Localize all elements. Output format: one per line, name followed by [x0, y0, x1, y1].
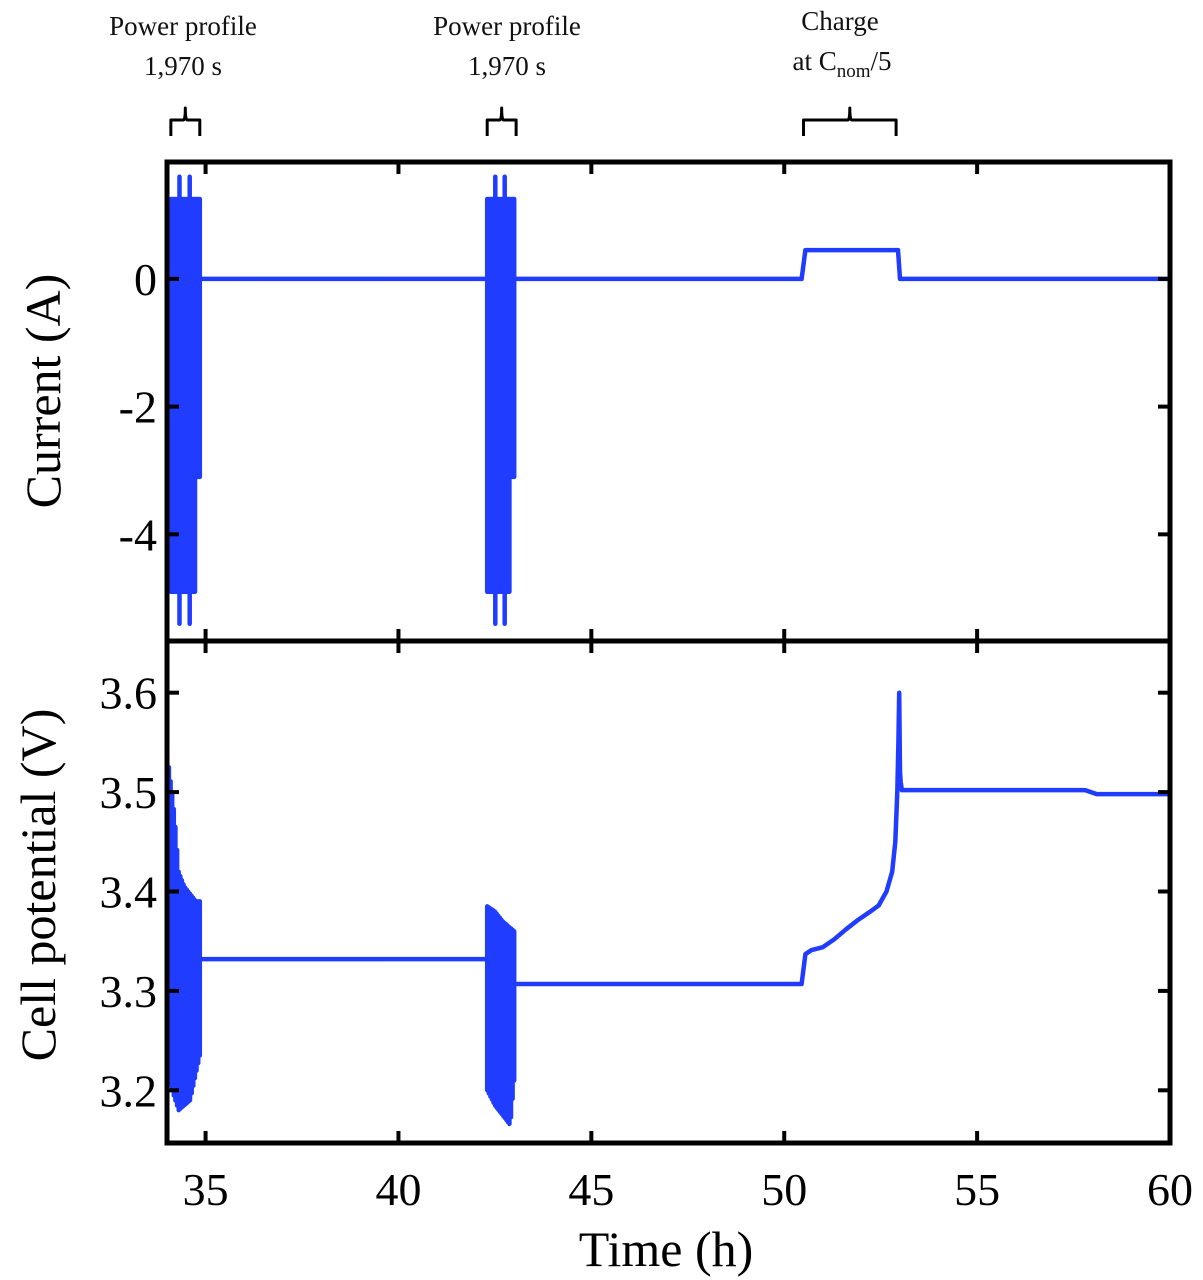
subplot-cell-potential: 3.6 3.5 3.4 3.3 3.2 Cell potential (V)	[10, 638, 1173, 1146]
y-tick-label: 3.2	[100, 1065, 158, 1116]
cell-potential-axes-frame	[164, 638, 1173, 1146]
x-tick-label: 60	[1147, 1164, 1193, 1215]
brace-icon	[169, 106, 202, 136]
annotation-power-profile-2: Power profile 1,970 s	[433, 11, 581, 136]
series-burst	[484, 904, 517, 1127]
y-tick-label: 0	[134, 254, 157, 305]
y-tick-label: -4	[119, 509, 157, 560]
current-y-tick-labels: 0 -2 -4	[119, 254, 157, 560]
annotation-1-line-1: Power profile	[109, 11, 257, 41]
series-burst	[484, 174, 517, 627]
brace-icon	[485, 106, 518, 136]
cell-potential-y-tick-labels: 3.6 3.5 3.4 3.3 3.2	[100, 668, 158, 1117]
annotation-2-line-1: Power profile	[433, 11, 581, 41]
annotation-3-line-2: at Cnom/5	[792, 46, 891, 82]
x-tick-label: 40	[375, 1164, 421, 1215]
annotations: Power profile 1,970 s Power profile 1,97…	[109, 6, 898, 136]
annotation-3-suffix: /5	[871, 46, 892, 76]
annotation-2-line-2: 1,970 s	[468, 51, 546, 81]
x-tick-labels: 35 40 45 50 55 60	[183, 1164, 1193, 1215]
current-series	[168, 174, 1173, 627]
current-axes-frame	[164, 159, 1173, 644]
annotation-3-subscript: nom	[837, 61, 871, 82]
y-tick-label: 3.6	[100, 668, 158, 719]
series-burst	[166, 764, 203, 1113]
y-tick-label: 3.5	[100, 767, 158, 818]
y-tick-label: -2	[119, 382, 157, 433]
x-tick-label: 45	[568, 1164, 614, 1215]
annotation-charge: Charge at Cnom/5	[792, 6, 898, 136]
x-tick-label: 50	[761, 1164, 807, 1215]
cell-potential-y-axis-title: Cell potential (V)	[10, 709, 66, 1062]
x-axis-title: Time (h)	[579, 1221, 754, 1277]
annotation-3-prefix: at C	[792, 46, 836, 76]
cell-potential-ticks	[167, 641, 1172, 1143]
cell-potential-series	[166, 690, 1173, 1127]
series-burst	[168, 174, 203, 627]
annotation-3-line-1: Charge	[801, 6, 878, 36]
annotation-power-profile-1: Power profile 1,970 s	[109, 11, 257, 136]
y-tick-label: 3.4	[100, 867, 158, 918]
subplot-current: 0 -2 -4 Current (A)	[15, 159, 1173, 644]
annotation-1-line-2: 1,970 s	[144, 51, 222, 81]
x-tick-label: 55	[954, 1164, 1000, 1215]
series-line	[511, 690, 1173, 987]
series-line	[511, 247, 1173, 282]
current-y-axis-title: Current (A)	[15, 274, 71, 509]
y-tick-label: 3.3	[100, 966, 158, 1017]
brace-icon	[802, 106, 898, 136]
current-ticks	[167, 162, 1172, 641]
x-tick-label: 35	[183, 1164, 229, 1215]
